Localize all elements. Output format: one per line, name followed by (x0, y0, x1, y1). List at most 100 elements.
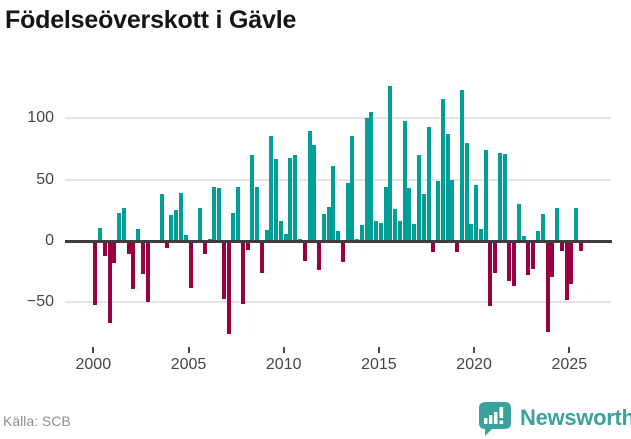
bar-2018-q3[interactable] (445, 134, 450, 241)
bar-2009-q3[interactable] (274, 158, 279, 241)
bar-2016-q3[interactable] (407, 188, 412, 241)
bar-2012-q4[interactable] (336, 231, 341, 241)
bar-2025-q2[interactable] (574, 207, 579, 241)
bar-2017-q3[interactable] (426, 126, 431, 241)
bar-2024-q3[interactable] (559, 241, 564, 251)
bar-2000-q2[interactable] (98, 227, 103, 241)
bar-2018-q2[interactable] (440, 98, 445, 241)
bar-2000-q4[interactable] (107, 241, 112, 324)
bar-2003-q4[interactable] (164, 241, 169, 249)
bar-2008-q3[interactable] (255, 187, 260, 241)
bar-2011-q3[interactable] (312, 145, 317, 241)
bar-2020-q1[interactable] (474, 184, 479, 241)
bar-2018-q1[interactable] (436, 180, 441, 241)
bar-2022-q4[interactable] (526, 241, 531, 276)
bar-2020-q3[interactable] (483, 150, 488, 241)
bar-2002-q4[interactable] (145, 241, 150, 303)
bar-2008-q1[interactable] (245, 241, 250, 250)
bar-2023-q2[interactable] (535, 231, 540, 241)
bar-2002-q1[interactable] (131, 241, 136, 289)
bar-2004-q3[interactable] (178, 193, 183, 241)
bar-2015-q4[interactable] (393, 209, 398, 241)
bar-2011-q1[interactable] (302, 241, 307, 261)
bar-2005-q3[interactable] (198, 207, 203, 241)
bar-2021-q1[interactable] (493, 241, 498, 273)
bar-2011-q4[interactable] (317, 241, 322, 271)
bar-2004-q4[interactable] (183, 234, 188, 241)
bar-2025-q1[interactable] (569, 241, 574, 284)
bar-2002-q2[interactable] (136, 228, 141, 241)
bar-2013-q3[interactable] (350, 135, 355, 241)
bar-2019-q2[interactable] (459, 90, 464, 241)
bar-2024-q1[interactable] (550, 241, 555, 277)
bar-2024-q2[interactable] (555, 207, 560, 241)
bar-2015-q2[interactable] (383, 187, 388, 241)
bar-2017-q4[interactable] (431, 241, 436, 253)
bar-2015-q1[interactable] (378, 222, 383, 241)
bar-2006-q2[interactable] (212, 187, 217, 241)
bar-2016-q4[interactable] (412, 223, 417, 241)
bar-2013-q2[interactable] (345, 183, 350, 241)
bar-2010-q2[interactable] (288, 157, 293, 241)
bar-2008-q2[interactable] (250, 155, 255, 241)
bar-2007-q3[interactable] (236, 187, 241, 241)
bar-2001-q3[interactable] (121, 207, 126, 241)
bar-2021-q4[interactable] (507, 241, 512, 282)
bar-2001-q4[interactable] (126, 241, 131, 255)
bar-2022-q2[interactable] (516, 204, 521, 241)
bar-2021-q2[interactable] (497, 152, 502, 241)
bar-2005-q4[interactable] (202, 241, 207, 255)
bar-2022-q3[interactable] (521, 236, 526, 241)
bar-2019-q4[interactable] (469, 223, 474, 241)
bar-2013-q1[interactable] (340, 241, 345, 262)
bar-2023-q1[interactable] (531, 241, 536, 270)
bar-2009-q1[interactable] (264, 229, 269, 241)
bar-2006-q3[interactable] (217, 188, 222, 241)
bar-2015-q3[interactable] (388, 86, 393, 241)
bar-2005-q1[interactable] (188, 241, 193, 288)
bar-2014-q2[interactable] (364, 118, 369, 241)
bar-2000-q1[interactable] (93, 241, 98, 305)
bar-2010-q3[interactable] (293, 155, 298, 241)
bar-2001-q1[interactable] (112, 241, 117, 264)
bar-2010-q1[interactable] (283, 233, 288, 241)
bar-2003-q3[interactable] (159, 194, 164, 241)
bar-2006-q4[interactable] (221, 241, 226, 299)
bar-2012-q1[interactable] (321, 214, 326, 241)
bar-2020-q2[interactable] (478, 228, 483, 241)
bar-2014-q1[interactable] (359, 225, 364, 241)
bar-2023-q4[interactable] (545, 241, 550, 332)
bar-2022-q1[interactable] (512, 241, 517, 287)
bar-2018-q4[interactable] (450, 179, 455, 241)
bar-2023-q3[interactable] (540, 214, 545, 241)
bar-2011-q2[interactable] (307, 130, 312, 241)
bar-2012-q3[interactable] (331, 166, 336, 241)
bar-2017-q2[interactable] (421, 194, 426, 241)
bar-2007-q2[interactable] (231, 212, 236, 241)
bar-2021-q3[interactable] (502, 153, 507, 241)
bar-2014-q3[interactable] (369, 112, 374, 241)
bar-2009-q4[interactable] (278, 221, 283, 241)
x-axis-label-2000: 2000 (75, 356, 112, 373)
bar-2019-q3[interactable] (464, 142, 469, 241)
bar-2008-q4[interactable] (259, 241, 264, 273)
bar-2007-q4[interactable] (240, 241, 245, 304)
bar-2017-q1[interactable] (416, 155, 421, 241)
bar-2014-q4[interactable] (374, 221, 379, 241)
bar-2002-q3[interactable] (140, 241, 145, 275)
bar-2025-q3[interactable] (578, 241, 583, 251)
bar-2012-q2[interactable] (326, 206, 331, 241)
bar-2019-q1[interactable] (455, 241, 460, 253)
bar-2001-q2[interactable] (117, 212, 122, 241)
bar-2004-q1[interactable] (169, 215, 174, 241)
bar-2004-q2[interactable] (174, 210, 179, 241)
bar-2024-q4[interactable] (564, 241, 569, 300)
bar-2007-q1[interactable] (226, 241, 231, 335)
newsworthy-logo[interactable]: Newsworthy (477, 399, 631, 437)
bar-2020-q4[interactable] (488, 241, 493, 306)
bar-2009-q2[interactable] (269, 135, 274, 241)
gridline-y100 (65, 117, 611, 120)
bar-2016-q1[interactable] (397, 221, 402, 241)
bar-2016-q2[interactable] (402, 120, 407, 241)
bar-2000-q3[interactable] (102, 241, 107, 256)
